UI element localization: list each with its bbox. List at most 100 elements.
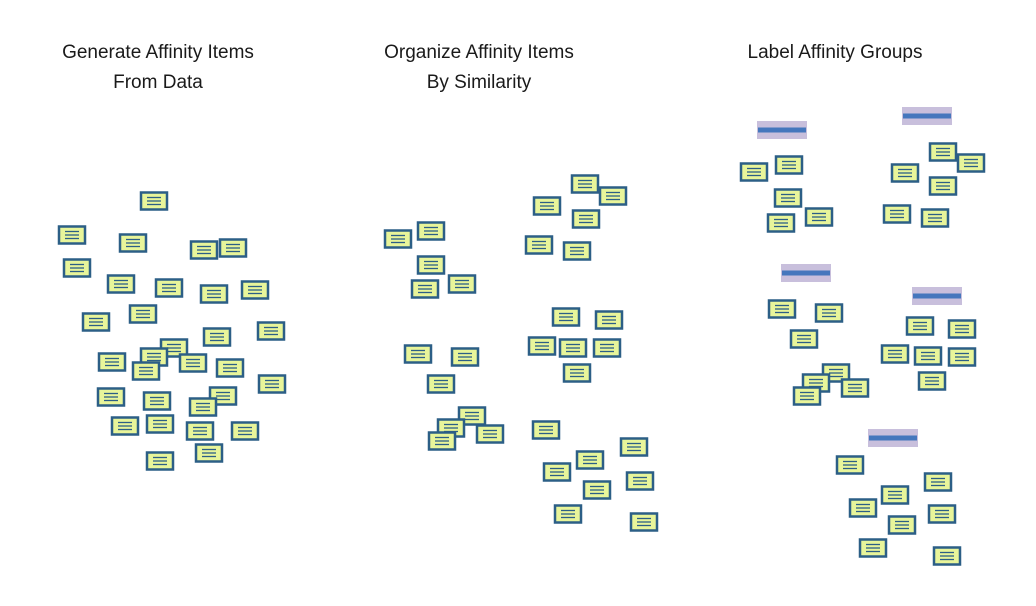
panel-title-organize-line-2: By Similarity xyxy=(426,72,532,93)
affinity-note-icon xyxy=(917,371,947,391)
affinity-note-icon xyxy=(594,310,624,330)
affinity-note-icon xyxy=(131,361,161,381)
affinity-note-icon xyxy=(457,406,487,426)
panel-title-organize-line-1: Organize Affinity Items xyxy=(384,42,574,63)
group-label-icon xyxy=(757,121,807,139)
affinity-note-icon xyxy=(475,424,505,444)
affinity-note-icon xyxy=(804,207,834,227)
affinity-note-icon xyxy=(57,225,87,245)
group-label-icon xyxy=(912,287,962,305)
affinity-note-icon xyxy=(218,238,248,258)
affinity-note-icon xyxy=(106,274,136,294)
affinity-note-icon xyxy=(189,240,219,260)
affinity-note-icon xyxy=(208,386,238,406)
affinity-note-icon xyxy=(256,321,286,341)
panel-title-label-line-1: Label Affinity Groups xyxy=(747,42,923,63)
panel-title-generate-line-2: From Data xyxy=(113,72,203,93)
affinity-note-icon xyxy=(887,515,917,535)
affinity-note-icon xyxy=(592,338,622,358)
affinity-note-icon xyxy=(553,504,583,524)
affinity-note-icon xyxy=(598,186,628,206)
affinity-note-icon xyxy=(920,208,950,228)
affinity-note-icon xyxy=(257,374,287,394)
affinity-note-icon xyxy=(427,431,457,451)
panel-title-label: Label Affinity Groups xyxy=(685,38,985,68)
affinity-note-icon xyxy=(562,241,592,261)
affinity-note-icon xyxy=(840,378,870,398)
affinity-note-icon xyxy=(882,204,912,224)
affinity-note-icon xyxy=(410,279,440,299)
affinity-note-icon xyxy=(194,443,224,463)
affinity-note-icon xyxy=(928,142,958,162)
affinity-note-icon xyxy=(774,155,804,175)
panel-title-generate: Generate Affinity Items From Data xyxy=(8,38,308,98)
group-label-icon xyxy=(781,264,831,282)
affinity-note-icon xyxy=(447,274,477,294)
affinity-note-icon xyxy=(110,416,140,436)
affinity-note-icon xyxy=(789,329,819,349)
affinity-note-icon xyxy=(185,421,215,441)
affinity-note-icon xyxy=(542,462,572,482)
affinity-note-icon xyxy=(814,303,844,323)
affinity-note-icon xyxy=(416,221,446,241)
affinity-note-icon xyxy=(118,233,148,253)
affinity-note-icon xyxy=(928,176,958,196)
panel-title-generate-line-1: Generate Affinity Items xyxy=(62,42,254,63)
affinity-note-icon xyxy=(880,485,910,505)
affinity-note-icon xyxy=(383,229,413,249)
affinity-note-icon xyxy=(932,546,962,566)
affinity-note-icon xyxy=(532,196,562,216)
affinity-note-icon xyxy=(416,255,446,275)
affinity-note-icon xyxy=(139,191,169,211)
affinity-note-icon xyxy=(947,319,977,339)
affinity-note-icon xyxy=(128,304,158,324)
affinity-note-icon xyxy=(570,174,600,194)
affinity-note-icon xyxy=(531,420,561,440)
affinity-note-icon xyxy=(766,213,796,233)
affinity-note-icon xyxy=(792,386,822,406)
affinity-note-icon xyxy=(582,480,612,500)
affinity-note-icon xyxy=(571,209,601,229)
affinity-note-icon xyxy=(835,455,865,475)
affinity-note-icon xyxy=(202,327,232,347)
affinity-note-icon xyxy=(97,352,127,372)
affinity-note-icon xyxy=(575,450,605,470)
affinity-note-icon xyxy=(426,374,456,394)
affinity-note-icon xyxy=(215,358,245,378)
affinity-note-icon xyxy=(773,188,803,208)
affinity-note-icon xyxy=(62,258,92,278)
affinity-note-icon xyxy=(558,338,588,358)
affinity-note-icon xyxy=(927,504,957,524)
affinity-note-icon xyxy=(145,451,175,471)
affinity-note-icon xyxy=(890,163,920,183)
affinity-note-icon xyxy=(188,397,218,417)
affinity-note-icon xyxy=(154,278,184,298)
affinity-note-icon xyxy=(880,344,910,364)
affinity-note-icon xyxy=(767,299,797,319)
affinity-note-icon xyxy=(403,344,433,364)
affinity-note-icon xyxy=(739,162,769,182)
affinity-note-icon xyxy=(527,336,557,356)
group-label-icon xyxy=(868,429,918,447)
affinity-note-icon xyxy=(524,235,554,255)
affinity-note-icon xyxy=(230,421,260,441)
affinity-note-icon xyxy=(145,414,175,434)
affinity-note-icon xyxy=(81,312,111,332)
affinity-note-icon xyxy=(913,346,943,366)
affinity-note-icon xyxy=(450,347,480,367)
affinity-note-icon xyxy=(240,280,270,300)
affinity-note-icon xyxy=(923,472,953,492)
affinity-note-icon xyxy=(956,153,986,173)
affinity-note-icon xyxy=(178,353,208,373)
affinity-note-icon xyxy=(142,391,172,411)
affinity-note-icon xyxy=(96,387,126,407)
affinity-note-icon xyxy=(551,307,581,327)
affinity-note-icon xyxy=(629,512,659,532)
panel-title-organize: Organize Affinity Items By Similarity xyxy=(329,38,629,98)
group-label-icon xyxy=(902,107,952,125)
affinity-note-icon xyxy=(625,471,655,491)
affinity-note-icon xyxy=(562,363,592,383)
affinity-note-icon xyxy=(947,347,977,367)
affinity-note-icon xyxy=(199,284,229,304)
